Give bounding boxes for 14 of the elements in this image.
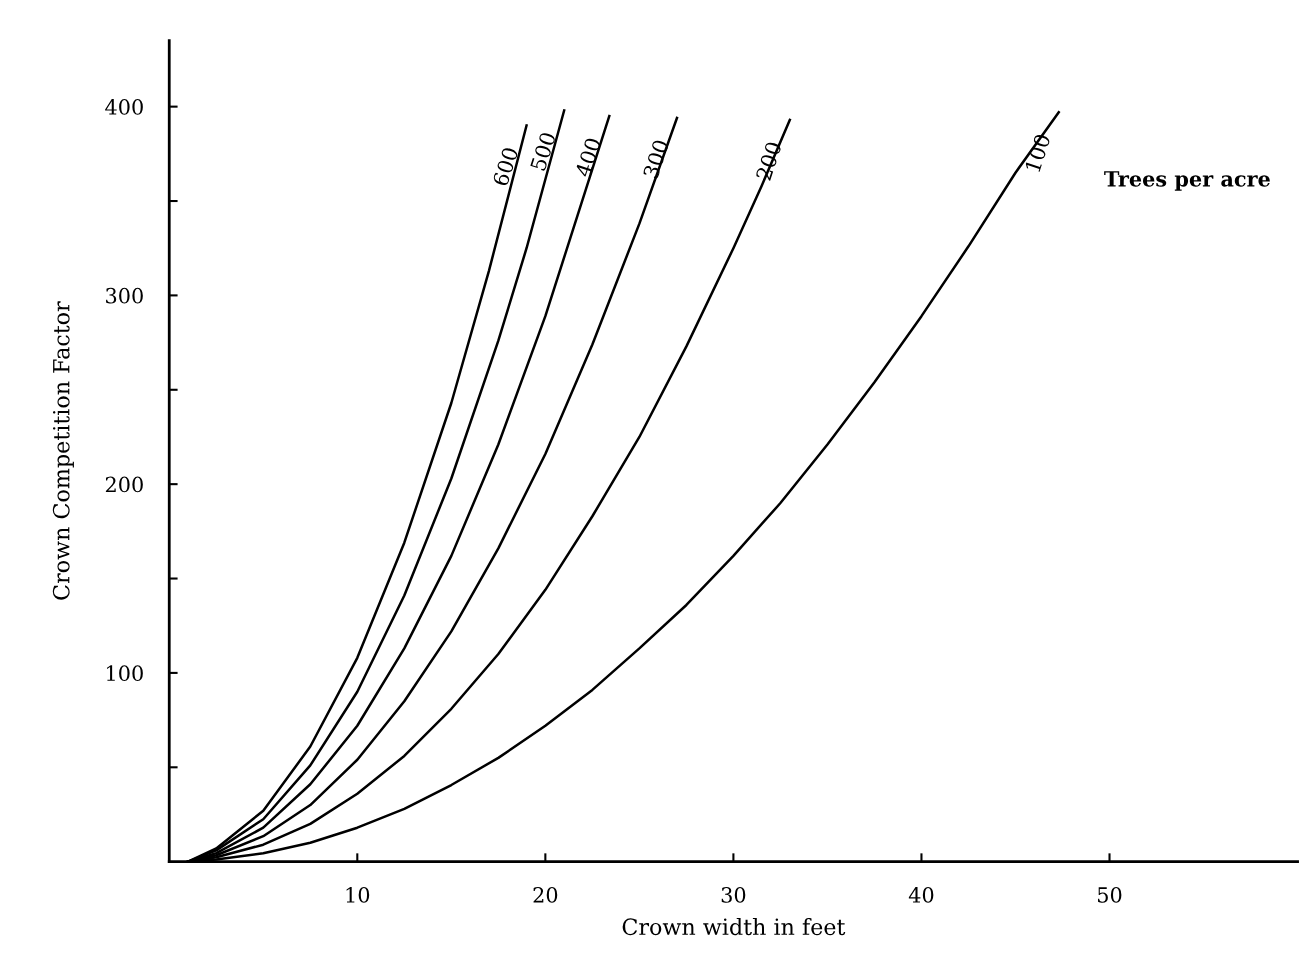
x-tick-label: 30	[721, 887, 746, 903]
annotation: Trees per acre	[1104, 171, 1270, 191]
y-tick-label: 300	[106, 287, 143, 304]
x-tick-label: 40	[908, 887, 934, 903]
x-axis-title: Crown width in feet	[622, 917, 846, 936]
y-axis-title: Crown Competition Factor	[52, 301, 74, 600]
text: 500	[529, 131, 557, 172]
text: 600	[492, 146, 519, 187]
x-tick-label: 10	[346, 887, 370, 903]
y-tick-label: 400	[105, 99, 143, 115]
x-tick-label: 20	[533, 887, 558, 903]
y-tick-label: 200	[105, 476, 143, 493]
y-tick-label: 100	[107, 665, 143, 682]
x-tick-label: 50	[1098, 887, 1122, 903]
